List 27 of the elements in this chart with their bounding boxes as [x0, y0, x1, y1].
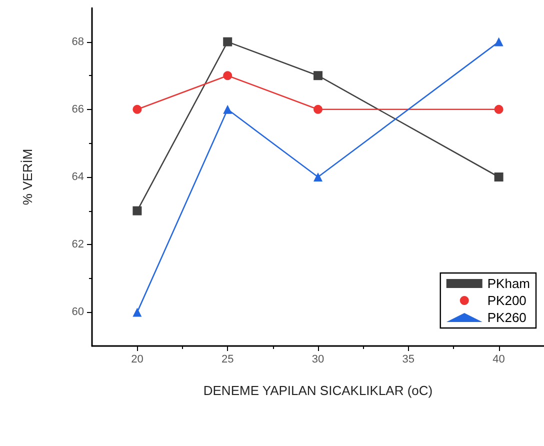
point [494, 172, 504, 182]
x-tick-label: 40 [492, 354, 505, 366]
y-tick-label: 62 [72, 238, 84, 251]
y-axis-title: % VERİM [20, 148, 35, 206]
legend-label: PK260 [487, 310, 526, 325]
y-tick-label: 64 [72, 171, 84, 183]
point [314, 71, 322, 80]
y-tick-label: 60 [72, 306, 84, 318]
x-tick-label: 30 [312, 354, 324, 366]
y-tick-label: 66 [72, 103, 84, 116]
point [314, 104, 322, 114]
point [494, 37, 504, 46]
point [132, 104, 142, 114]
x-tick-label: 25 [221, 354, 234, 366]
point [132, 308, 142, 317]
legend-label: PK200 [487, 293, 526, 308]
x-tick-label: 20 [131, 354, 144, 366]
point [223, 104, 232, 114]
point [223, 37, 232, 46]
legend-label: PKham [487, 276, 530, 291]
x-axis-title: DENEME YAPILAN SICAKLIKLAR (oC) [203, 383, 433, 398]
point [314, 172, 322, 182]
point [223, 71, 232, 80]
y-tick-label: 68 [72, 36, 84, 48]
x-tick-label: 35 [402, 354, 415, 366]
point [132, 206, 142, 216]
point [494, 104, 504, 114]
